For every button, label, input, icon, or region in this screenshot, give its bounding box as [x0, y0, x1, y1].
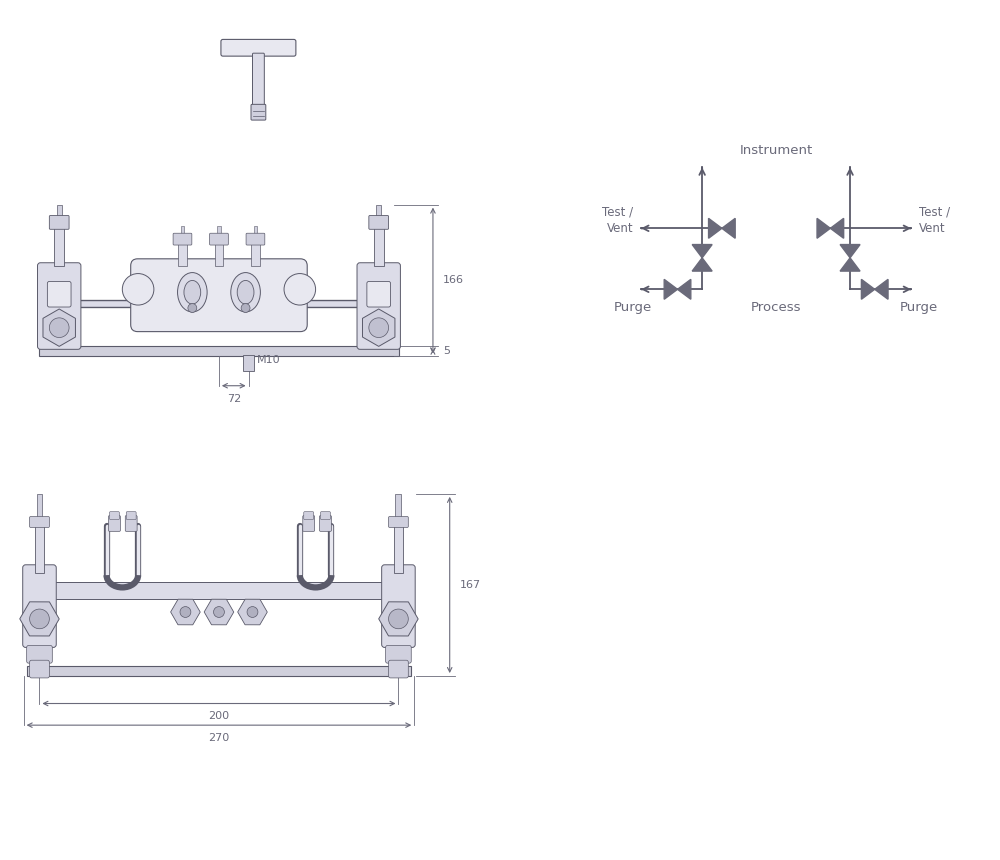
Circle shape: [30, 609, 49, 629]
Circle shape: [369, 318, 389, 337]
FancyBboxPatch shape: [109, 516, 120, 531]
FancyBboxPatch shape: [210, 233, 228, 245]
Bar: [394, 519, 403, 573]
Polygon shape: [817, 218, 830, 238]
FancyBboxPatch shape: [382, 565, 415, 648]
Ellipse shape: [178, 273, 207, 312]
Circle shape: [49, 318, 69, 337]
Text: Process: Process: [751, 301, 801, 314]
Text: Test /
Vent: Test / Vent: [602, 206, 633, 235]
Text: Purge: Purge: [614, 301, 652, 314]
Text: 270: 270: [208, 733, 230, 743]
Circle shape: [389, 609, 408, 629]
FancyBboxPatch shape: [126, 512, 136, 519]
Bar: [243, 355, 254, 371]
Polygon shape: [692, 244, 712, 258]
Polygon shape: [875, 280, 888, 299]
Bar: [57, 205, 62, 217]
FancyBboxPatch shape: [367, 281, 391, 307]
Polygon shape: [830, 218, 844, 238]
Polygon shape: [692, 258, 712, 271]
Text: Test /
Vent: Test / Vent: [919, 206, 950, 235]
Bar: [254, 226, 257, 237]
FancyBboxPatch shape: [320, 516, 331, 531]
Bar: [27, 666, 411, 676]
Polygon shape: [861, 280, 875, 299]
Polygon shape: [840, 258, 860, 271]
Text: 167: 167: [460, 580, 481, 590]
FancyBboxPatch shape: [23, 565, 56, 648]
FancyBboxPatch shape: [304, 512, 314, 519]
FancyBboxPatch shape: [30, 660, 49, 678]
Bar: [35, 519, 44, 573]
FancyBboxPatch shape: [321, 512, 330, 519]
Bar: [215, 239, 223, 266]
Ellipse shape: [237, 280, 254, 304]
FancyBboxPatch shape: [251, 104, 266, 120]
FancyBboxPatch shape: [246, 233, 265, 245]
FancyBboxPatch shape: [221, 40, 296, 56]
FancyBboxPatch shape: [357, 263, 400, 349]
Text: Instrument: Instrument: [739, 144, 813, 157]
Polygon shape: [722, 218, 735, 238]
FancyBboxPatch shape: [131, 259, 307, 332]
Text: M10: M10: [256, 355, 280, 365]
Text: 200: 200: [208, 711, 230, 722]
Text: Purge: Purge: [900, 301, 938, 314]
Circle shape: [180, 606, 191, 617]
Text: 5: 5: [443, 347, 450, 356]
FancyBboxPatch shape: [47, 281, 71, 307]
Polygon shape: [709, 218, 722, 238]
Bar: [39, 347, 399, 356]
FancyBboxPatch shape: [389, 660, 408, 678]
FancyBboxPatch shape: [125, 516, 137, 531]
Circle shape: [214, 606, 224, 617]
FancyBboxPatch shape: [49, 216, 69, 230]
Polygon shape: [678, 280, 691, 299]
FancyBboxPatch shape: [30, 517, 49, 527]
Bar: [54, 217, 64, 266]
Bar: [178, 239, 187, 266]
Polygon shape: [840, 244, 860, 258]
FancyBboxPatch shape: [252, 53, 264, 107]
Bar: [217, 226, 221, 237]
Polygon shape: [664, 280, 678, 299]
FancyBboxPatch shape: [27, 646, 52, 663]
FancyBboxPatch shape: [386, 646, 411, 663]
Circle shape: [247, 606, 258, 617]
FancyBboxPatch shape: [369, 216, 389, 230]
FancyBboxPatch shape: [38, 263, 81, 349]
FancyBboxPatch shape: [303, 516, 315, 531]
FancyBboxPatch shape: [389, 517, 408, 527]
Bar: [37, 494, 42, 519]
Bar: [251, 239, 260, 266]
Circle shape: [188, 304, 197, 312]
Bar: [181, 226, 184, 237]
Ellipse shape: [184, 280, 201, 304]
Ellipse shape: [231, 273, 260, 312]
Bar: [395, 494, 401, 519]
FancyBboxPatch shape: [173, 233, 192, 245]
Ellipse shape: [122, 273, 154, 305]
Bar: [374, 217, 384, 266]
Ellipse shape: [284, 273, 316, 305]
Text: 166: 166: [443, 275, 464, 286]
Circle shape: [241, 304, 250, 312]
Bar: [376, 205, 381, 217]
Text: 72: 72: [227, 394, 241, 403]
FancyBboxPatch shape: [110, 512, 119, 519]
Bar: [43, 581, 394, 599]
